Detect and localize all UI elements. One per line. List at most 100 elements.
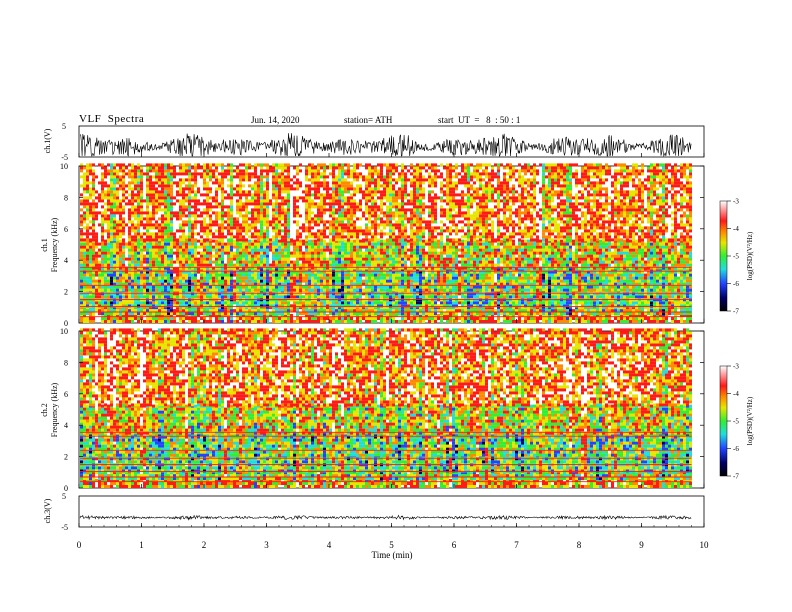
- spec-cell: [158, 273, 161, 277]
- spec-cell: [278, 292, 281, 296]
- spec-cell: [332, 320, 335, 323]
- spec-cell: [671, 285, 674, 289]
- spec-cell: [275, 309, 278, 313]
- spec-cell: [209, 263, 212, 267]
- spec-cell: [380, 292, 383, 296]
- spec-cell: [287, 312, 290, 316]
- spec-cell: [185, 248, 188, 252]
- spec-cell: [278, 270, 281, 274]
- spec-cell: [326, 314, 329, 317]
- spec-cell: [284, 320, 287, 323]
- spec-cell: [503, 273, 506, 277]
- spec-cell: [476, 292, 479, 296]
- spec-cell: [134, 251, 137, 255]
- spec-cell: [527, 270, 530, 274]
- spec-cell: [521, 304, 524, 308]
- spec-cell: [476, 314, 479, 317]
- spec-cell: [650, 276, 653, 280]
- spec-cell: [632, 314, 635, 317]
- spec-cell: [431, 288, 434, 292]
- spec-cell: [314, 242, 317, 246]
- spec-cell: [200, 276, 203, 280]
- spec-cell: [260, 292, 263, 296]
- spec-cell: [110, 273, 113, 277]
- spec-cell: [626, 279, 629, 283]
- spec-cell: [338, 254, 341, 258]
- spec-cell: [176, 242, 179, 246]
- spec-cell: [365, 263, 368, 267]
- spec-cell: [590, 312, 593, 316]
- spec-cell: [149, 309, 152, 313]
- spec-cell: [164, 279, 167, 283]
- spec-cell: [164, 260, 167, 264]
- spec-cell: [527, 295, 530, 299]
- spec-cell: [272, 301, 275, 305]
- spec-cell: [206, 242, 209, 246]
- spec-cell: [449, 279, 452, 283]
- spec-cell: [575, 279, 578, 283]
- spec-cell: [185, 242, 188, 246]
- spec-cell: [164, 317, 167, 320]
- spec-cell: [614, 288, 617, 292]
- spec-cell: [557, 306, 560, 310]
- spec-cell: [308, 248, 311, 252]
- spec-cell: [152, 263, 155, 267]
- spec-cell: [167, 320, 170, 323]
- spec-cell: [656, 282, 659, 286]
- spec-cell: [146, 320, 149, 323]
- spec-cell: [110, 292, 113, 296]
- spec-cell: [680, 273, 683, 277]
- spec-cell: [209, 312, 212, 316]
- spec-cell: [680, 314, 683, 317]
- spec-cell: [170, 251, 173, 255]
- spec-cell: [647, 276, 650, 280]
- spec-cell: [368, 306, 371, 310]
- spec-cell: [260, 306, 263, 310]
- spec-cell: [305, 304, 308, 308]
- spec-cell: [206, 270, 209, 274]
- spec-cell: [362, 306, 365, 310]
- spec-cell: [257, 320, 260, 323]
- spec-cell: [449, 320, 452, 323]
- spec-cell: [227, 257, 230, 261]
- spec-cell: [176, 312, 179, 316]
- spec-cell: [209, 248, 212, 252]
- spec-cell: [299, 239, 302, 243]
- spec-cell: [374, 251, 377, 255]
- spec-cell: [353, 251, 356, 255]
- spec-cell: [188, 254, 191, 258]
- spec-cell: [296, 312, 299, 316]
- spec-cell: [488, 292, 491, 296]
- spec-cell: [173, 301, 176, 305]
- spec-cell: [236, 251, 239, 255]
- spec-cell: [392, 263, 395, 267]
- spec-cell: [152, 270, 155, 274]
- spec-cell: [185, 251, 188, 255]
- spec-cell: [188, 312, 191, 316]
- spec-cell: [110, 306, 113, 310]
- spec-cell: [185, 295, 188, 299]
- spec-cell: [452, 320, 455, 323]
- spec-cell: [341, 301, 344, 305]
- spec-cell: [86, 257, 89, 261]
- spec-cell: [362, 254, 365, 258]
- spec-cell: [251, 295, 254, 299]
- spec-cell: [125, 304, 128, 308]
- spec-cell: [293, 282, 296, 286]
- spec-cell: [368, 279, 371, 283]
- spec-cell: [329, 306, 332, 310]
- spec-cell: [230, 288, 233, 292]
- spec-cell: [419, 279, 422, 283]
- spec-cell: [389, 295, 392, 299]
- spec-cell: [158, 263, 161, 267]
- spec-cell: [392, 309, 395, 313]
- spec-cell: [239, 301, 242, 305]
- spec-cell: [281, 279, 284, 283]
- spec-cell: [452, 292, 455, 296]
- spec-cell: [389, 314, 392, 317]
- spec-cell: [314, 254, 317, 258]
- spec-cell: [467, 304, 470, 308]
- spec-cell: [557, 317, 560, 320]
- spec-cell: [359, 288, 362, 292]
- spec-cell: [377, 312, 380, 316]
